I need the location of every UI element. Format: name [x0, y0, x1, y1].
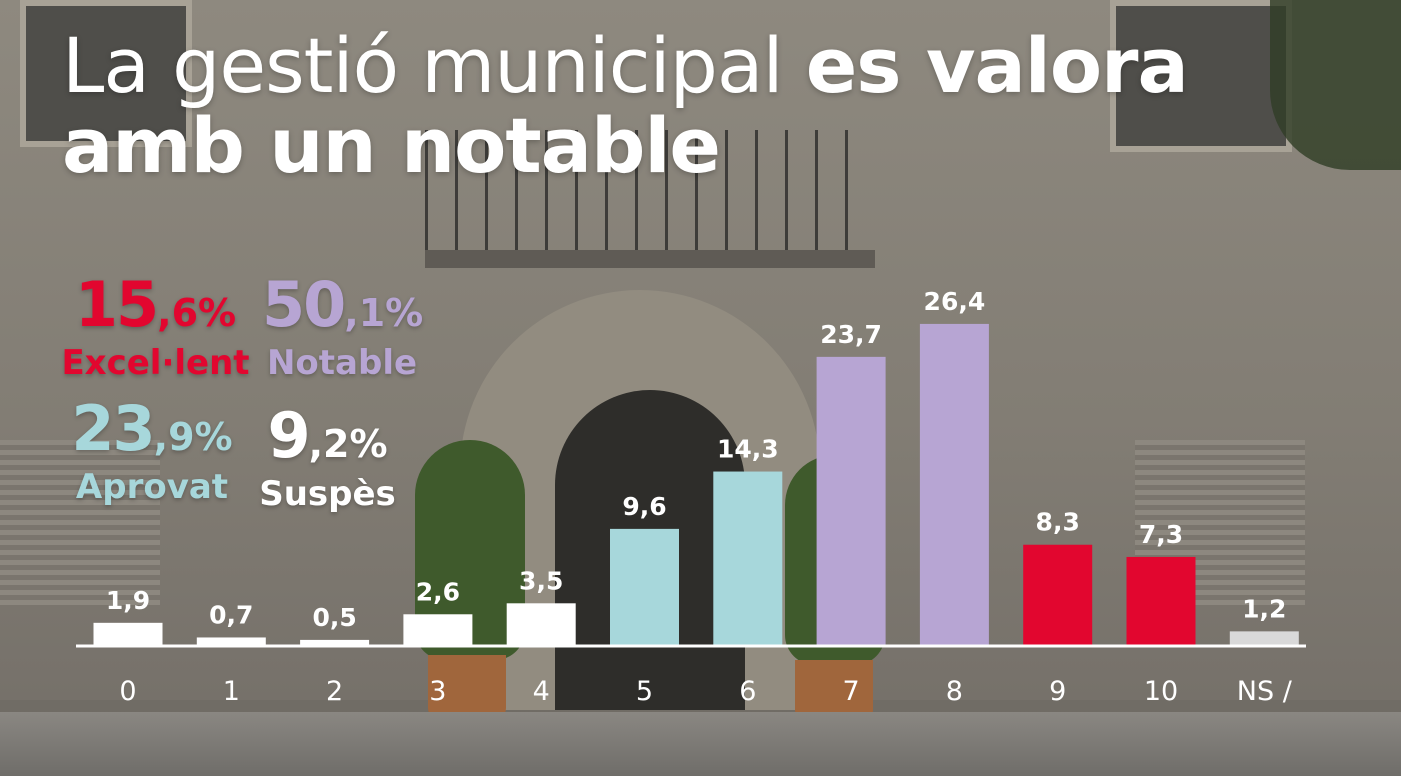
stat-aprovat-value: 23,9% — [62, 398, 242, 468]
bar-10 — [1126, 556, 1196, 646]
category-label: 8 — [946, 676, 963, 707]
category-label: 6 — [739, 676, 756, 707]
bar-7 — [816, 356, 886, 646]
stat-excellent-label: Excel·lent — [61, 343, 250, 383]
bar-5 — [610, 528, 679, 646]
category-label: 0 — [119, 676, 136, 707]
balcony — [425, 130, 875, 268]
stat-notable-label: Notable — [266, 343, 418, 383]
value-label: 7,3 — [1139, 520, 1183, 549]
stat-excellent-main: 15 — [74, 268, 159, 341]
value-label: 14,3 — [717, 435, 779, 464]
value-label: 0,7 — [209, 600, 253, 629]
value-label: 26,4 — [924, 287, 986, 316]
bar-1 — [196, 637, 266, 646]
bar-3 — [403, 614, 473, 646]
upper-left-window — [20, 0, 192, 147]
value-label: 9,6 — [622, 492, 666, 521]
stat-notable: 50,1% Notable — [262, 274, 424, 383]
stat-aprovat-label: Aprovat — [75, 467, 229, 507]
tree-foliage — [1270, 0, 1401, 170]
category-label: 7 — [843, 676, 860, 707]
category-label: 3 — [429, 676, 446, 707]
value-label: 1,9 — [106, 586, 150, 615]
stat-notable-rest: ,1% — [344, 291, 424, 335]
stat-suspes-rest: ,2% — [308, 422, 388, 466]
bar-6 — [713, 471, 783, 646]
left-shutter — [0, 440, 160, 610]
category-label: 2 — [326, 676, 343, 707]
stat-aprovat-main: 23 — [71, 392, 155, 465]
sidewalk — [0, 712, 1401, 776]
stat-notable-main: 50 — [262, 268, 346, 341]
value-label: 8,3 — [1036, 508, 1080, 537]
left-pot — [428, 655, 506, 720]
stat-notable-value: 50,1% — [262, 274, 424, 344]
bar-9 — [1023, 544, 1093, 646]
value-label: 2,6 — [416, 577, 460, 606]
stat-excellent-value: 15,6% — [58, 274, 253, 344]
value-label: 1,2 — [1242, 594, 1286, 623]
stat-aprovat: 23,9% Aprovat — [62, 398, 242, 507]
stat-excellent: 15,6% Excel·lent — [58, 274, 253, 383]
bar-0 — [93, 622, 163, 646]
category-label: 4 — [533, 676, 550, 707]
category-label: 9 — [1049, 676, 1066, 707]
category-label: 10 — [1144, 676, 1178, 707]
bar-ns — [1229, 631, 1299, 646]
headline-bold-2: amb un notable — [62, 101, 721, 190]
category-label: NS / — [1237, 676, 1293, 707]
stat-suspes: 9,2% Suspès — [255, 405, 400, 514]
category-label: 1 — [223, 676, 240, 707]
bar-8 — [919, 323, 989, 646]
headline-light: La gestió municipal — [62, 21, 806, 110]
bar-2 — [300, 639, 370, 646]
right-pot — [795, 660, 873, 722]
stat-suspes-value: 9,2% — [255, 405, 400, 475]
bar-4 — [506, 603, 576, 646]
value-label: 3,5 — [519, 566, 563, 595]
upper-right-window — [1110, 0, 1292, 152]
stat-suspes-label: Suspès — [259, 474, 396, 514]
headline-bold-1: es valora — [805, 21, 1189, 110]
stat-aprovat-rest: ,9% — [153, 415, 233, 459]
value-label: 0,5 — [312, 603, 356, 632]
stat-suspes-main: 9 — [267, 399, 310, 472]
stat-excellent-rest: ,6% — [157, 291, 237, 335]
category-label: 5 — [636, 676, 653, 707]
headline: La gestió municipal es valora amb un not… — [62, 26, 1189, 186]
value-label: 23,7 — [820, 320, 882, 349]
